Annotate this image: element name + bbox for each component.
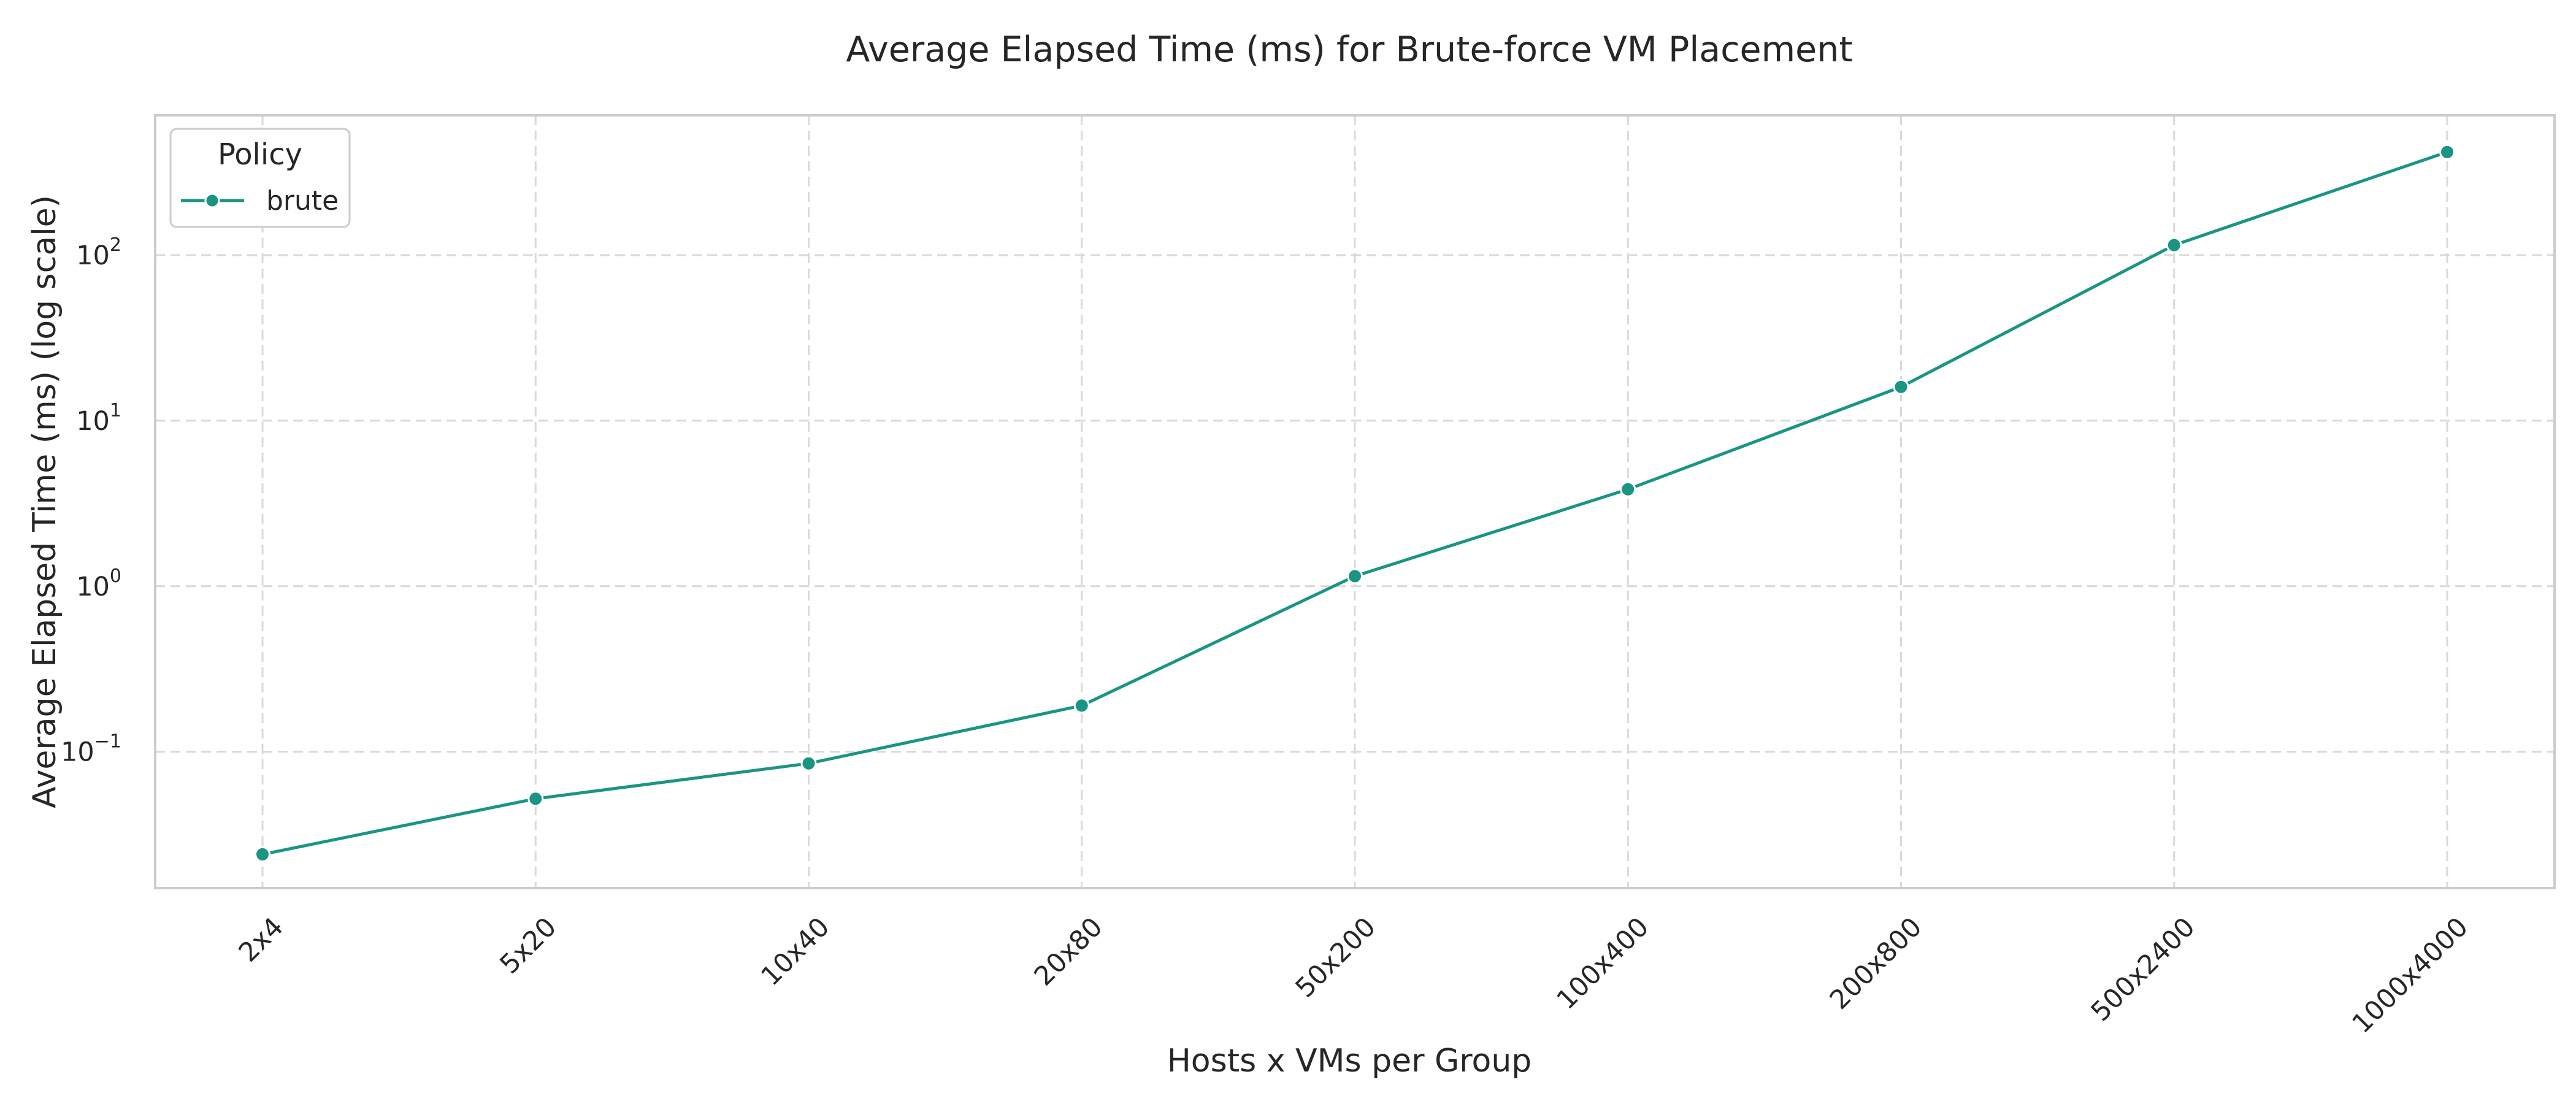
chart-title: Average Elapsed Time (ms) for Brute-forc… (846, 29, 1852, 70)
data-point (800, 755, 817, 772)
y-axis-tick-labels: 10−1 100 101 102 (61, 234, 121, 768)
y-tick-label: 10−1 (61, 731, 121, 768)
y-tick-label: 102 (76, 234, 121, 271)
data-point (2166, 237, 2182, 253)
data-point (527, 791, 544, 807)
legend-entry-brute: brute (266, 185, 339, 217)
data-point (255, 846, 270, 862)
legend-series-marker-icon (204, 193, 220, 209)
data-point (1347, 568, 1363, 585)
data-point (1073, 697, 1090, 714)
y-axis-label: Average Elapsed Time (ms) (log scale) (26, 195, 63, 808)
legend: Policy brute (169, 128, 351, 228)
data-point (1620, 481, 1636, 497)
legend-title: Policy (218, 137, 302, 172)
data-point (1893, 378, 1909, 395)
y-tick-label: 101 (76, 400, 121, 437)
y-tick-label: 100 (76, 565, 121, 602)
x-axis-label: Hosts x VMs per Group (1167, 1043, 1532, 1079)
series-brute (255, 144, 2455, 862)
data-point (2439, 144, 2455, 160)
plot-area-frame (154, 114, 2556, 889)
